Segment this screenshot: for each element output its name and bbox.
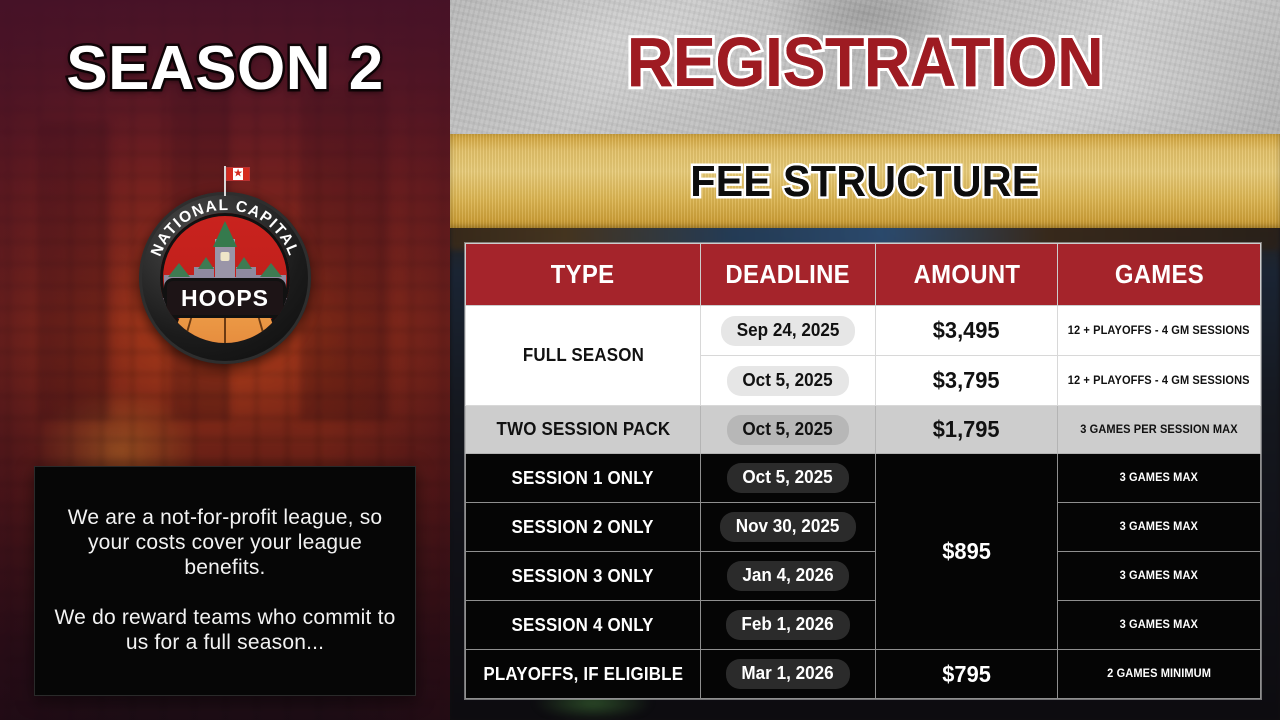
cell-deadline: Feb 1, 2026	[700, 600, 876, 650]
cell-type-session-4: SESSION 4 ONLY	[465, 600, 701, 650]
column-header-games: GAMES	[1057, 243, 1261, 306]
cell-deadline: Oct 5, 2025	[700, 405, 876, 454]
left-panel: SEASON 2 ★ NATIONAL CAPITAL CIRCUIT	[0, 0, 450, 720]
fee-structure-table: TYPE DEADLINE AMOUNT GAMES FULL SEASON S…	[465, 243, 1261, 699]
table-row: FULL SEASON Sep 24, 2025 $3,495 12 + PLA…	[465, 305, 1261, 406]
column-header-amount: AMOUNT	[875, 243, 1058, 306]
table-row: PLAYOFFS, IF ELIGIBLE Mar 1, 2026 $795 2…	[465, 649, 1261, 699]
cell-type-session-2: SESSION 2 ONLY	[465, 502, 701, 552]
cell-games: 12 + PLAYOFFS - 4 GM SESSIONS	[1057, 355, 1261, 406]
logo-inner-disc: HOOPS	[160, 213, 290, 343]
deadline-pill: Mar 1, 2026	[726, 659, 850, 689]
cell-games: 3 GAMES MAX	[1057, 502, 1261, 552]
deadline-pill: Nov 30, 2025	[720, 512, 856, 542]
fee-structure-heading: FEE STRUCTURE	[690, 157, 1040, 206]
deadline-pill: Oct 5, 2025	[727, 414, 849, 445]
cell-games: 12 + PLAYOFFS - 4 GM SESSIONS	[1057, 305, 1261, 356]
cell-games: 3 GAMES MAX	[1057, 551, 1261, 601]
page-title: SEASON 2	[64, 34, 386, 103]
right-panel: REGISTRATION REGISTRATION FEE STRUCTURE …	[450, 0, 1280, 720]
maple-leaf-icon: ★	[233, 167, 243, 180]
cell-deadline: Jan 4, 2026	[700, 551, 876, 601]
cell-amount-sessions-merged: $895	[875, 453, 1058, 650]
registration-heading: REGISTRATION	[626, 23, 1104, 101]
table-row: SESSION 2 ONLY Nov 30, 2025 3 GAMES MAX	[465, 502, 1261, 552]
flag-pole-icon	[224, 166, 226, 196]
cell-deadline: Oct 5, 2025	[700, 453, 876, 503]
deadline-pill: Jan 4, 2026	[726, 561, 850, 591]
cell-amount: $3,495	[875, 305, 1058, 356]
deadline-pill: Sep 24, 2025	[720, 315, 856, 346]
deadline-pill: Oct 5, 2025	[727, 365, 849, 396]
logo-hoops-text: HOOPS	[180, 284, 270, 311]
table-row: SESSION 3 ONLY Jan 4, 2026 3 GAMES MAX	[465, 551, 1261, 601]
league-logo: ★ NATIONAL CAPITAL CIRCUIT	[139, 166, 311, 364]
cell-amount: $3,795	[875, 355, 1058, 406]
note-paragraph-1: We are a not-for-profit league, so your …	[67, 506, 383, 579]
cell-deadline: Mar 1, 2026	[700, 649, 876, 699]
cell-amount: $1,795	[875, 405, 1058, 454]
cell-type-playoffs: PLAYOFFS, IF ELIGIBLE	[465, 649, 701, 699]
registration-heading-outline: REGISTRATION	[624, 23, 1106, 101]
table-row: SESSION 1 ONLY Oct 5, 2025 $895 3 GAMES …	[465, 453, 1261, 650]
fee-structure-heading-outline: FEE STRUCTURE	[688, 157, 1042, 206]
cell-amount: $795	[875, 649, 1058, 699]
cell-type-full-season: FULL SEASON	[465, 305, 701, 406]
concrete-header-band	[450, 0, 1280, 134]
table-row: SESSION 4 ONLY Feb 1, 2026 3 GAMES MAX	[465, 600, 1261, 650]
deadline-pill: Oct 5, 2025	[727, 463, 849, 493]
deadline-pill: Feb 1, 2026	[726, 610, 850, 640]
cell-games: 2 GAMES MINIMUM	[1057, 649, 1261, 699]
table-header-row: TYPE DEADLINE AMOUNT GAMES	[465, 243, 1261, 306]
note-paragraph-2: We do reward teams who commit to us for …	[54, 606, 396, 655]
cell-games: 3 GAMES PER SESSION MAX	[1057, 405, 1261, 454]
logo-center-label: HOOPS	[167, 281, 283, 315]
cell-deadline: Nov 30, 2025	[700, 502, 876, 552]
cell-type-session-3: SESSION 3 ONLY	[465, 551, 701, 601]
cell-games: 3 GAMES MAX	[1057, 453, 1261, 503]
gold-subheader-band	[450, 134, 1280, 228]
canadian-flag-icon: ★	[226, 167, 250, 181]
cell-deadline: Sep 24, 2025	[700, 305, 876, 356]
cell-games: 3 GAMES MAX	[1057, 600, 1261, 650]
column-header-deadline: DEADLINE	[700, 243, 876, 306]
column-header-type: TYPE	[465, 243, 701, 306]
cell-deadline: Oct 5, 2025	[700, 355, 876, 406]
note-box: We are a not-for-profit league, so your …	[34, 466, 416, 696]
cell-type-session-1: SESSION 1 ONLY	[465, 453, 701, 503]
table-row: TWO SESSION PACK Oct 5, 2025 $1,795 3 GA…	[465, 405, 1261, 454]
cell-type-two-session-pack: TWO SESSION PACK	[465, 405, 701, 454]
